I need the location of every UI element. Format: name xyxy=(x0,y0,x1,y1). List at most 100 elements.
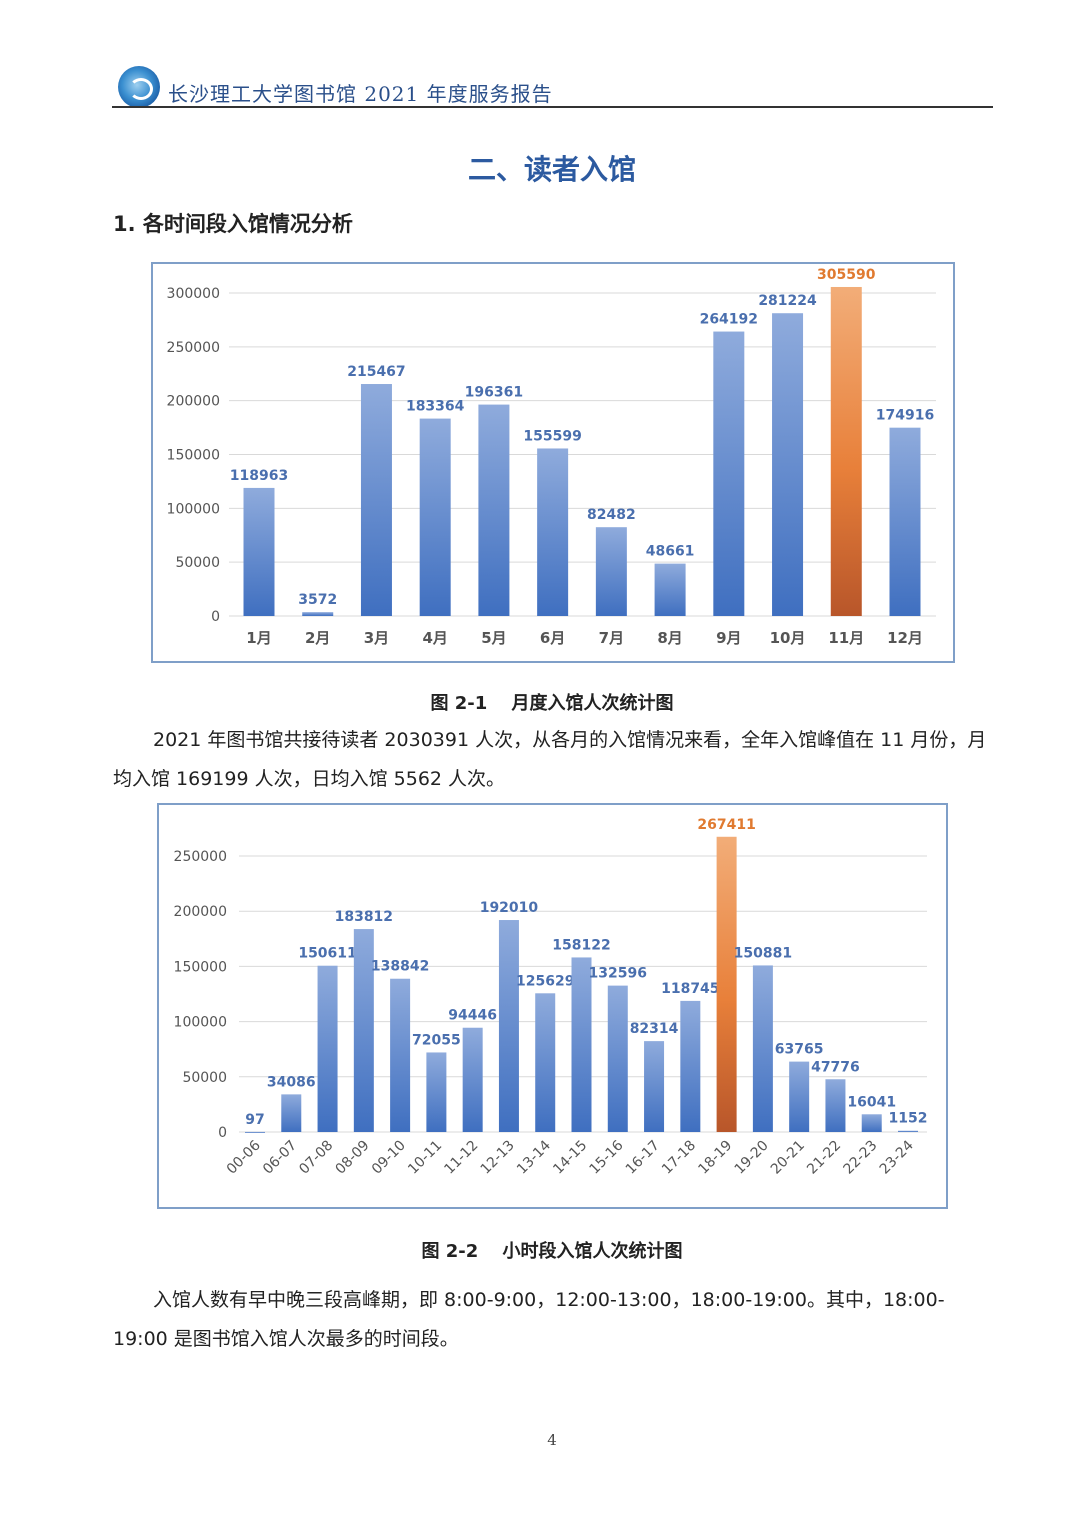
x-tick-label: 07-08 xyxy=(296,1138,336,1178)
bar-12月 xyxy=(889,427,921,616)
x-tick-label: 00-06 xyxy=(224,1137,264,1177)
data-label-00-06: 97 xyxy=(245,1112,264,1128)
bar-5月 xyxy=(478,404,510,616)
data-label-11-12: 94446 xyxy=(448,1008,497,1024)
x-tick-label: 19-20 xyxy=(732,1138,772,1178)
bar-23-24 xyxy=(898,1130,918,1132)
bar-4月 xyxy=(419,418,451,616)
data-label-5月: 196361 xyxy=(465,385,523,401)
data-label-15-16: 132596 xyxy=(589,966,647,982)
data-label-6月: 155599 xyxy=(523,428,581,444)
figure-caption-hourly: 图 2-2 小时段入馆人次统计图 xyxy=(421,1241,683,1262)
y-tick-label: 50000 xyxy=(182,1070,227,1086)
bar-11月 xyxy=(830,286,862,616)
y-tick-label: 100000 xyxy=(167,501,220,517)
monthly-visits-chart: 0 50000 100000 150000 200000 250000 300000 1189… xyxy=(151,262,955,663)
x-tick-label: 5月 xyxy=(481,629,506,647)
data-label-22-23: 16041 xyxy=(847,1094,896,1110)
data-label-09-10: 138842 xyxy=(371,959,429,975)
data-label-12-13: 192010 xyxy=(480,900,539,916)
x-tick-label: 10月 xyxy=(770,629,806,647)
bar-00-06 xyxy=(245,1131,265,1133)
bar-7月 xyxy=(595,527,627,616)
bar-9月 xyxy=(713,331,745,616)
x-tick-label: 09-10 xyxy=(369,1138,409,1178)
data-label-06-07: 34086 xyxy=(267,1074,316,1090)
bar-3月 xyxy=(360,384,392,616)
data-label-13-14: 125629 xyxy=(516,973,574,989)
data-label-17-18: 118745 xyxy=(661,981,719,997)
y-tick-label: 0 xyxy=(218,1125,227,1141)
x-tick-label: 6月 xyxy=(540,629,565,647)
bar-11-12 xyxy=(462,1027,483,1132)
data-label-11月: 305590 xyxy=(817,267,876,283)
x-tick-label: 1月 xyxy=(246,629,271,647)
bar-16-17 xyxy=(644,1041,665,1132)
data-label-07-08: 150611 xyxy=(298,946,356,962)
data-label-3月: 215467 xyxy=(347,364,405,380)
data-label-14-15: 158122 xyxy=(552,937,610,953)
x-tick-label: 2月 xyxy=(305,629,330,647)
data-label-7月: 82482 xyxy=(587,507,636,523)
bar-13-14 xyxy=(535,993,556,1132)
x-tick-label: 20-21 xyxy=(768,1138,808,1178)
subsection-title: 1. 各时间段入馆情况分析 xyxy=(113,212,353,236)
y-tick-label: 250000 xyxy=(167,340,220,356)
bar-6月 xyxy=(537,448,569,616)
page-number: 4 xyxy=(547,1431,557,1449)
bar-8月 xyxy=(654,563,686,616)
bar-10-11 xyxy=(426,1052,447,1132)
data-label-21-22: 47776 xyxy=(811,1059,860,1075)
data-label-16-17: 82314 xyxy=(630,1021,679,1037)
y-tick-label: 50000 xyxy=(175,555,220,571)
data-label-23-24: 1152 xyxy=(889,1111,928,1127)
bar-09-10 xyxy=(390,978,411,1132)
y-tick-label: 100000 xyxy=(174,1015,227,1031)
y-tick-label: 300000 xyxy=(167,286,220,302)
x-tick-label: 3月 xyxy=(364,629,389,647)
bar-19-20 xyxy=(752,965,773,1132)
x-tick-label: 15-16 xyxy=(587,1137,627,1177)
data-label-12月: 174916 xyxy=(876,408,934,424)
y-tick-label: 150000 xyxy=(174,959,227,975)
x-tick-label: 17-18 xyxy=(659,1138,699,1178)
data-label-10-11: 72055 xyxy=(412,1032,461,1048)
bar-17-18 xyxy=(680,1000,701,1132)
figure-caption-monthly: 图 2-1 月度入馆人次统计图 xyxy=(430,693,674,714)
paragraph-monthly-summary: 2021 年图书馆共接待读者 2030391 人次，从各月的入馆情况来看，全年入… xyxy=(113,729,987,790)
bar-22-23 xyxy=(861,1114,882,1132)
x-tick-label: 18-19 xyxy=(695,1138,735,1178)
y-tick-label: 150000 xyxy=(167,448,220,464)
x-tick-label: 10-11 xyxy=(405,1138,445,1178)
bar-14-15 xyxy=(571,957,592,1132)
y-tick-label: 0 xyxy=(211,609,220,625)
x-tick-label: 13-14 xyxy=(514,1137,554,1177)
monthly-visits-chart-svg: 0 50000 100000 150000 200000 250000 300000 1189… xyxy=(167,267,936,647)
data-label-4月: 183364 xyxy=(406,399,465,415)
y-tick-label: 250000 xyxy=(174,849,227,865)
bar-12-13 xyxy=(498,920,519,1132)
header-title: 长沙理工大学图书馆 2021 年度服务报告 xyxy=(168,82,553,106)
x-tick-label: 8月 xyxy=(657,629,682,647)
hourly-visits-chart: 0 50000 100000 150000 200000 250000 97 00-06 340… xyxy=(157,803,948,1209)
bar-15-16 xyxy=(607,985,628,1132)
bar-07-08 xyxy=(317,965,338,1132)
bar-2月 xyxy=(302,612,334,616)
bar-21-22 xyxy=(825,1079,846,1132)
x-tick-label: 06-07 xyxy=(260,1138,300,1178)
x-tick-label: 11-12 xyxy=(441,1138,481,1178)
y-tick-label: 200000 xyxy=(174,904,227,920)
bar-08-09 xyxy=(353,929,374,1132)
header-divider xyxy=(112,106,993,108)
x-tick-label: 12月 xyxy=(887,629,923,647)
x-tick-label: 21-22 xyxy=(804,1138,844,1178)
x-tick-label: 23-24 xyxy=(877,1137,917,1177)
x-tick-label: 4月 xyxy=(422,629,447,647)
data-label-08-09: 183812 xyxy=(335,909,393,925)
bar-20-21 xyxy=(789,1061,810,1132)
data-label-18-19: 267411 xyxy=(697,817,755,833)
data-label-8月: 48661 xyxy=(646,544,695,560)
bar-18-19 xyxy=(716,836,737,1132)
hourly-visits-chart-svg: 0 50000 100000 150000 200000 250000 97 00-06 340… xyxy=(174,817,928,1178)
data-label-9月: 264192 xyxy=(700,312,758,328)
